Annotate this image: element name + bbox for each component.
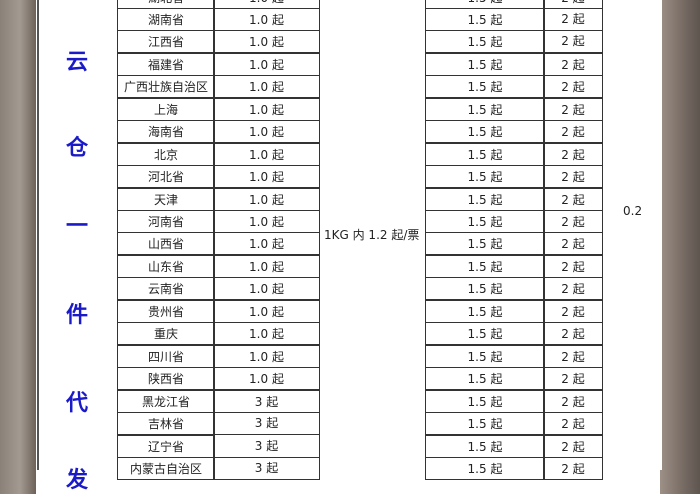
table-cell-price: 1.0 起 (213, 97, 320, 121)
table-cell-c2: 2 起 (543, 75, 603, 99)
table-cell-c15: 1.5 起 (425, 187, 545, 211)
table-cell-c15: 1.5 起 (425, 389, 545, 413)
table-cell-price: 1.0 起 (213, 232, 320, 256)
table-cell-c2: 2 起 (543, 120, 603, 144)
side-title-char: 发 (65, 468, 88, 493)
table-cell-province: 黑龙江省 (117, 389, 215, 413)
table-cell-c15: 1.5 起 (425, 456, 545, 480)
table-cell-province: 福建省 (117, 52, 215, 76)
table-cell-c15: 1.5 起 (425, 322, 545, 346)
table-cell-price: 1.0 起 (213, 120, 320, 144)
table-cell-c2: 2 起 (543, 277, 603, 301)
table-cell-province: 贵州省 (117, 299, 215, 323)
table-cell-price: 1.0 起 (213, 52, 320, 76)
table-cell-c2: 2 起 (543, 434, 603, 458)
table-cell-province: 海南省 (117, 120, 215, 144)
table-cell-price: 3 起 (213, 434, 320, 458)
table-cell-province: 吉林省 (117, 412, 215, 436)
table-cell-province: 内蒙古自治区 (117, 456, 215, 480)
table-cell-province: 江西省 (117, 30, 215, 54)
table-cell-c15: 1.5 起 (425, 367, 545, 391)
table-cell-price: 1.0 起 (213, 344, 320, 368)
table-cell-c2: 2 起 (543, 389, 603, 413)
table-cell-c2: 2 起 (543, 412, 603, 436)
table-cell-price: 1.0 起 (213, 277, 320, 301)
table-cell-price: 1.0 起 (213, 7, 320, 31)
table-cell-province: 河北省 (117, 165, 215, 189)
table-cell-c15: 1.5 起 (425, 75, 545, 99)
table-cell-c2: 2 起 (543, 30, 603, 54)
table-cell-price: 1.0 起 (213, 210, 320, 233)
table-cell-c15: 1.5 起 (425, 277, 545, 301)
table-cell-c15: 1.5 起 (425, 165, 545, 189)
table-cell-province: 辽宁省 (117, 434, 215, 458)
table-cell-c2: 2 起 (543, 232, 603, 256)
table-cell-c2: 2 起 (543, 254, 603, 278)
table-cell-price: 1.0 起 (213, 367, 320, 391)
table-cell-c2: 2 起 (543, 52, 603, 76)
side-title-char: 代 (65, 391, 88, 416)
table-cell-province: 四川省 (117, 344, 215, 368)
table-cell-c2: 2 起 (543, 299, 603, 323)
table-cell-c2: 2 起 (543, 97, 603, 121)
table-cell-c2: 2 起 (543, 367, 603, 391)
price-sheet (37, 0, 662, 470)
table-cell-price: 1.0 起 (213, 142, 320, 166)
table-cell-price: 3 起 (213, 456, 320, 480)
table-cell-province: 湖南省 (117, 7, 215, 31)
table-cell-price: 1.0 起 (213, 165, 320, 189)
table-cell-c15: 1.5 起 (425, 434, 545, 458)
table-cell-c2: 2 起 (543, 322, 603, 346)
side-title-char: 仓 (65, 136, 88, 161)
side-title-char: 一 (65, 214, 88, 239)
table-cell-price: 1.0 起 (213, 75, 320, 99)
table-cell-c15: 1.5 起 (425, 97, 545, 121)
table-cell-c15: 1.5 起 (425, 30, 545, 54)
table-cell-province: 重庆 (117, 322, 215, 346)
table-cell-c15: 1.5 起 (425, 142, 545, 166)
table-cell-c2: 2 起 (543, 456, 603, 480)
table-cell-province: 河南省 (117, 210, 215, 233)
table-cell-province: 云南省 (117, 277, 215, 301)
table-cell-c15: 1.5 起 (425, 232, 545, 256)
table-cell-c2: 2 起 (543, 210, 603, 233)
table-cell-province: 北京 (117, 142, 215, 166)
side-title-char: 件 (65, 303, 88, 328)
table-cell-price: 1.0 起 (213, 322, 320, 346)
table-cell-province: 山西省 (117, 232, 215, 256)
weight-note: 1KG 内 1.2 起/票 (324, 228, 420, 242)
table-cell-province: 山东省 (117, 254, 215, 278)
table-cell-price: 1.0 起 (213, 187, 320, 211)
table-cell-c15: 1.5 起 (425, 210, 545, 233)
table-cell-price: 3 起 (213, 412, 320, 436)
table-cell-c2: 2 起 (543, 7, 603, 31)
table-cell-c15: 1.5 起 (425, 254, 545, 278)
table-cell-c2: 2 起 (543, 344, 603, 368)
table-cell-price: 1.0 起 (213, 299, 320, 323)
table-cell-c15: 1.5 起 (425, 52, 545, 76)
table-cell-province: 陕西省 (117, 367, 215, 391)
table-cell-c15: 1.5 起 (425, 7, 545, 31)
table-cell-province: 上海 (117, 97, 215, 121)
extra-fee: 0.2 (623, 204, 643, 218)
table-cell-c15: 1.5 起 (425, 344, 545, 368)
table-cell-c15: 1.5 起 (425, 120, 545, 144)
table-cell-price: 1.0 起 (213, 254, 320, 278)
side-title-char: 云 (65, 50, 88, 75)
table-cell-province: 广西壮族自治区 (117, 75, 215, 99)
table-cell-c2: 2 起 (543, 142, 603, 166)
table-cell-c2: 2 起 (543, 0, 603, 9)
table-cell-province: 天津 (117, 187, 215, 211)
table-cell-c15: 1.5 起 (425, 412, 545, 436)
table-cell-price: 1.0 起 (213, 30, 320, 54)
table-cell-c2: 2 起 (543, 187, 603, 211)
table-cell-c2: 2 起 (543, 165, 603, 189)
table-cell-c15: 1.5 起 (425, 299, 545, 323)
table-cell-price: 3 起 (213, 389, 320, 413)
